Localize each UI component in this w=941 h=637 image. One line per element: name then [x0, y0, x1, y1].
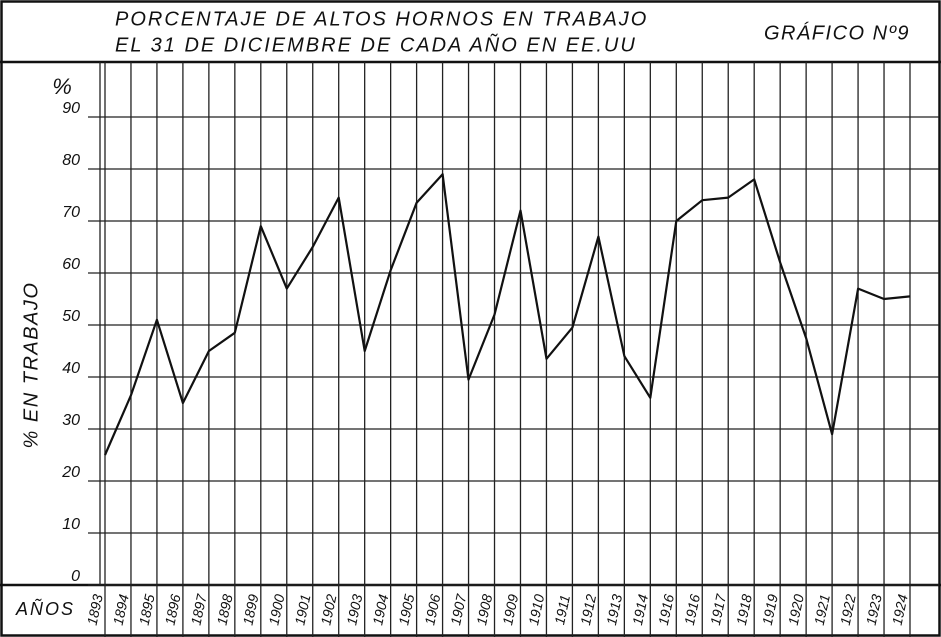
y-tick-label: 90: [62, 100, 80, 117]
x-tick-label: 1924: [889, 593, 911, 627]
x-tick-label: 1923: [863, 593, 885, 627]
x-tick-label: 1895: [136, 593, 158, 627]
y-tick-label: 80: [62, 152, 80, 169]
x-tick-label: 1919: [759, 593, 781, 627]
x-tick-label: 1921: [811, 593, 833, 627]
y-unit: %: [52, 74, 72, 99]
x-tick-label: 1907: [447, 592, 469, 627]
x-tick-label: 1913: [603, 593, 625, 627]
x-tick-label: 1896: [162, 593, 184, 627]
y-tick-label: 10: [62, 516, 80, 533]
data-line: [103, 173, 911, 456]
x-tick-label: 1905: [395, 593, 417, 627]
x-tick-label: 1901: [291, 593, 313, 627]
x-tick-label: 1893: [84, 593, 106, 627]
x-tick-label: 1917: [707, 592, 729, 627]
y-tick-label: 40: [62, 360, 80, 377]
x-tick-label: 1902: [317, 593, 339, 627]
chart-subtitle: EL 31 DE DICIEMBRE DE CADA AÑO EN EE.UU: [115, 32, 637, 56]
y-tick-label: 50: [62, 308, 80, 325]
x-tick-label: 1916: [655, 593, 677, 627]
y-tick-label: 30: [62, 412, 80, 429]
x-tick-label: 1903: [343, 593, 365, 627]
x-tick-label: 1909: [499, 593, 521, 627]
y-tick-label: 60: [62, 256, 80, 273]
figure-label: GRÁFICO Nº9: [764, 21, 910, 44]
x-tick-label: 1914: [629, 593, 651, 627]
y-tick-label: 20: [61, 464, 80, 481]
x-tick-label: 1904: [369, 593, 391, 627]
y-tick-label: 70: [62, 204, 80, 221]
x-tick-label: 1899: [239, 593, 261, 627]
x-tick-label: 1897: [188, 592, 210, 627]
y-tick-label: 0: [71, 568, 80, 585]
x-tick-label: 1916: [681, 593, 703, 627]
x-tick-label: 1900: [265, 593, 287, 627]
x-tick-label: 1910: [525, 593, 547, 627]
x-tick-label: 1922: [837, 593, 859, 627]
x-tick-label: 1906: [421, 593, 443, 627]
x-tick-label: 1908: [473, 593, 495, 627]
x-tick-label: 1912: [577, 593, 599, 627]
y-axis-label: % EN TRABAJO: [20, 282, 42, 449]
x-tick-label: 1918: [733, 593, 755, 627]
x-tick-label: 1898: [214, 593, 236, 627]
x-axis-label: AÑOS: [15, 598, 75, 619]
x-tick-label: 1920: [785, 593, 807, 627]
chart-title: PORCENTAJE DE ALTOS HORNOS EN TRABAJO: [115, 8, 648, 30]
x-tick-label: 1894: [110, 593, 132, 627]
x-tick-label: 1911: [551, 593, 573, 626]
